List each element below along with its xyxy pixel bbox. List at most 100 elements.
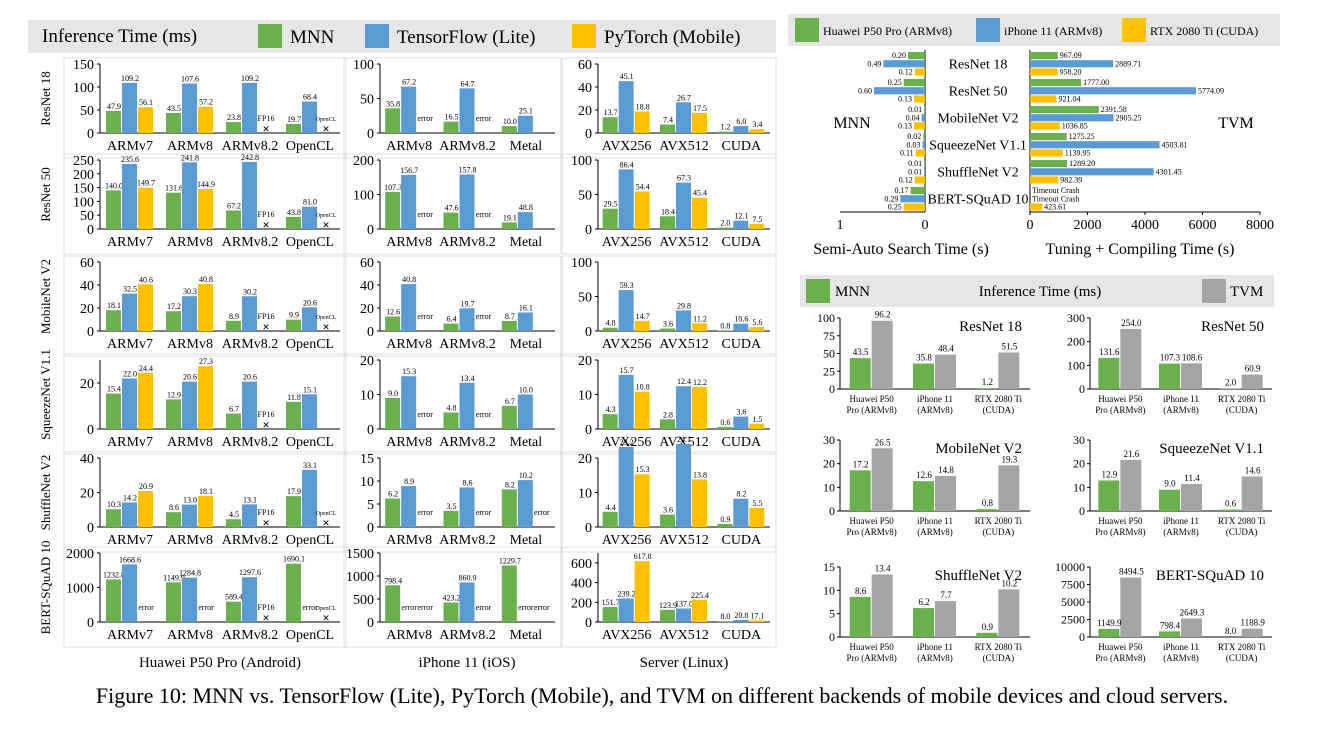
bar-0-2-1-2 [692, 112, 707, 133]
bar-2-2-0-0 [602, 327, 618, 331]
search-legend-label-0: Huawei P50 Pro (ARMv8) [823, 24, 952, 38]
bar-3-0-0-1 [122, 378, 137, 429]
bar-note-2-0-3-2: OpenCL [316, 315, 337, 321]
mnn-search-label-2-2: 0.13 [898, 122, 912, 131]
bar-label-0-2-1-1: 26.7 [677, 93, 691, 102]
bar-2-2-0-2 [634, 320, 650, 331]
tvm-search-bar-3-0 [1030, 133, 1067, 141]
panel-frame-0-0 [63, 57, 347, 159]
bar-4-0-2-1 [242, 504, 257, 527]
bar-label-1-2-0-2: 54.4 [636, 182, 650, 191]
tvm-chart-category-3-0-b: Pro (ARMv8) [1095, 527, 1145, 537]
category-label-5-1-1: ARMv8.2 [439, 628, 495, 643]
bar-0-0-2-1 [242, 82, 257, 133]
mnn-search-label-4-2: 0.12 [899, 176, 913, 185]
bar-label-0-2-0-2: 18.8 [636, 102, 650, 111]
bar-label-1-0-2-1: 242.8 [241, 153, 259, 162]
tvm-chart-category-3-0-a: Huawei P50 [1098, 516, 1143, 526]
bar-1-1-0-0 [385, 191, 401, 229]
bar-label-1-0-1-2: 144.9 [197, 180, 215, 189]
search-model-label-4: ShuffleNet V2 [937, 166, 1019, 181]
category-label-2-0-3: OpenCL [286, 337, 334, 352]
bar-label-3-2-0-0: 4.3 [606, 405, 616, 414]
tvm-chart-mnn-bar-2-1 [913, 481, 934, 511]
bar-label-1-1-0-1: 156.7 [400, 166, 418, 175]
panel-frame-0-2 [561, 57, 777, 159]
bar-note-2-1-1-2: error [476, 312, 492, 321]
bar-note-0-1-1-2: error [476, 114, 492, 123]
bar-0-2-0-2 [634, 111, 650, 133]
mnn-search-bar-4-0 [924, 160, 925, 168]
tvm-chart-category-5-2-a: RTX 2080 Ti [1218, 642, 1266, 652]
na-mark-2-0-3-2: ✕ [322, 322, 330, 332]
bar-3-2-2-0 [717, 426, 733, 429]
bar-label-0-0-3-0: 19.7 [287, 115, 301, 124]
bar-label-0-0-2-1: 109.2 [241, 74, 259, 83]
tvm-chart-title-2: MobileNet V2 [935, 441, 1022, 457]
tvm-chart-mnn-label-0-0: 43.5 [853, 347, 869, 357]
bar-4-2-2-0 [717, 523, 733, 527]
bar-label-3-2-2-2: 1.5 [752, 415, 762, 424]
tvm-search-bar-3-2 [1030, 149, 1063, 157]
bar-label-1-0-3-0: 43.8 [287, 208, 301, 217]
tvm-chart-category-0-2-b: (CUDA) [983, 405, 1015, 415]
tvm-chart-y-tick-label-5-2: 5000 [1061, 595, 1085, 609]
tvm-chart-tvm-label-1-0: 254.0 [1121, 318, 1142, 328]
bar-label-4-1-0-1: 8.9 [404, 477, 414, 486]
na-mark-4-0-2-2: ✕ [262, 518, 270, 528]
row-label-1: ResNet 50 [38, 167, 53, 222]
tvm-chart-tvm-bar-3-1 [1181, 484, 1202, 511]
bar-label-2-0-0-1: 32.5 [123, 285, 137, 294]
tvm-chart-mnn-label-4-2: 0.9 [982, 622, 994, 632]
bar-label-5-1-0-0: 798.4 [384, 576, 402, 585]
bar-3-2-0-1 [618, 374, 634, 429]
na-mark-3-0-2-2: ✕ [262, 420, 270, 430]
bar-0-0-1-0 [166, 112, 181, 133]
y-tick-label-1-0-0: 0 [87, 223, 94, 238]
tvm-chart-category-0-1-b: (ARMv8) [917, 405, 953, 415]
mnn-search-label-0-0: 0.20 [892, 51, 906, 60]
tvm-search-label-0-0: 967.09 [1060, 51, 1082, 60]
bar-3-2-1-1 [676, 386, 691, 429]
y-tick-label-5-2-1: 200 [571, 596, 592, 611]
bar-4-0-3-0 [286, 496, 301, 527]
bar-note-5-0-2-2: FP16 [258, 603, 275, 612]
bar-3-0-1-1 [182, 381, 197, 429]
panel-frame-5-2 [561, 546, 777, 648]
tvm-chart-category-5-0-a: Huawei P50 [1098, 642, 1143, 652]
bar-4-2-0-2 [634, 474, 650, 527]
bar-label-4-1-1-1: 8.6 [463, 478, 473, 487]
tvm-x-tick-3: 6000 [1189, 218, 1217, 233]
tvm-chart-y-tick-label-5-0: 0 [1079, 630, 1085, 644]
bar-label-1-1-1-1: 157.8 [459, 166, 477, 175]
tvm-search-bar-0-1 [1030, 60, 1114, 68]
y-tick-label-5-1-0: 0 [367, 616, 374, 631]
bar-label-0-2-2-0: 1.2 [720, 123, 730, 132]
tvm-legend-swatch-tvm [1202, 279, 1226, 303]
mnn-search-bar-4-1 [924, 168, 925, 176]
mnn-search-label-0-2: 0.12 [899, 68, 913, 77]
mnn-search-bar-5-1 [900, 195, 925, 203]
tvm-chart-mnn-label-3-1: 9.0 [1164, 479, 1176, 489]
bar-3-0-2-1 [242, 381, 257, 429]
tvm-chart-mnn-label-0-2: 1.2 [982, 377, 993, 387]
y-tick-label-1-1-1: 100 [353, 189, 374, 204]
bar-note-4-1-1-2: error [476, 508, 492, 517]
legend-title: Inference Time (ms) [42, 26, 197, 47]
mnn-search-bar-1-2 [913, 95, 925, 103]
y-tick-label-4-2-0: 0 [585, 521, 592, 536]
bar-3-2-0-0 [602, 414, 618, 429]
legend-swatch-1 [365, 24, 389, 48]
tvm-chart-category-4-2-b: (CUDA) [983, 653, 1015, 663]
bar-note-2-1-0-2: error [417, 312, 433, 321]
tvm-chart-y-tick-label-3-3: 30 [1073, 433, 1085, 447]
category-label-3-0-1: ARMv8 [167, 435, 213, 450]
bar-2-0-0-0 [106, 310, 121, 331]
category-label-1-0-3: OpenCL [286, 235, 334, 250]
bar-label-2-0-0-2: 40.6 [139, 275, 153, 284]
bar-label-2-2-1-0: 3.6 [663, 320, 673, 329]
tvm-chart-mnn-bar-1-1 [1159, 363, 1180, 389]
bar-1-2-0-1 [618, 169, 634, 229]
y-tick-label-4-2-1: 10 [578, 487, 592, 502]
